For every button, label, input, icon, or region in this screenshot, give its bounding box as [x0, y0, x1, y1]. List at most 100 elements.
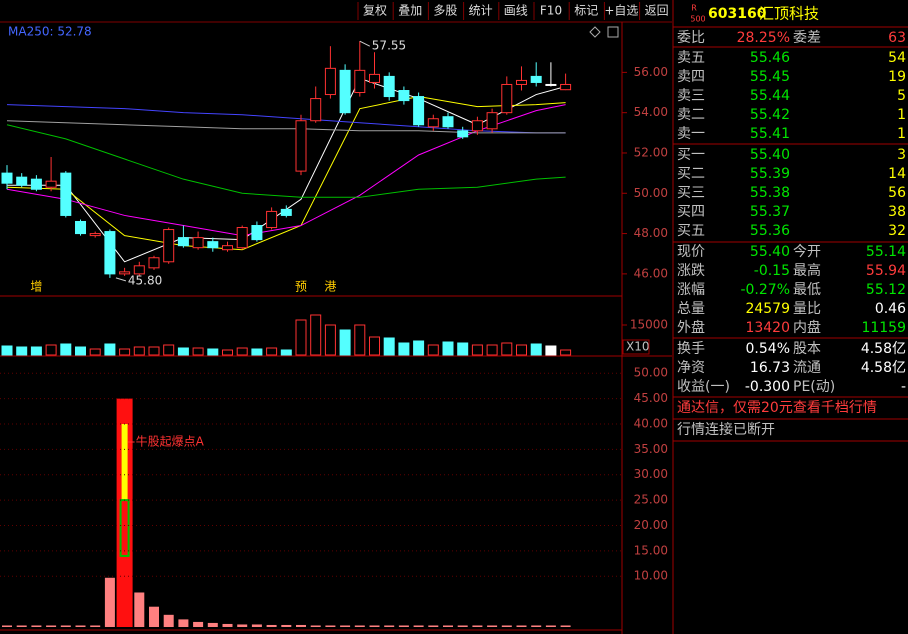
candle-body: [133, 265, 145, 275]
volume-bar: [133, 346, 145, 356]
indicator-bar: [281, 624, 292, 627]
label: 买一: [677, 147, 705, 163]
volume-bar: [354, 324, 366, 356]
icon[interactable]: [607, 26, 619, 38]
value: 55.39: [750, 166, 790, 182]
volume-bar: [163, 344, 175, 356]
indicator-bar: [16, 625, 27, 627]
indicator-bar: [354, 625, 365, 627]
indicator-bar: [2, 625, 12, 627]
high-label: 57.55: [372, 39, 406, 53]
volume-bar: [148, 346, 160, 356]
candle-body: [45, 180, 57, 188]
ma-label: MA250: 52.78: [8, 25, 92, 39]
volume: 32: [888, 223, 906, 239]
y-tick-label: 54.00: [634, 105, 668, 119]
candle-body: [251, 225, 263, 241]
value: 4.58亿: [861, 360, 906, 376]
indicator-bar: [296, 624, 306, 627]
candle-body: [30, 178, 42, 190]
value: -0.27%: [740, 282, 790, 298]
icon[interactable]: [589, 26, 601, 38]
label: 最高: [793, 262, 821, 279]
indicator-bar: [443, 625, 453, 627]
candle-body: [530, 75, 542, 83]
candle-body: [427, 118, 439, 128]
indicator-bar: [163, 614, 174, 627]
indicator-bar: [310, 625, 321, 627]
label: 流通: [793, 360, 821, 376]
volume-bar: [16, 346, 28, 356]
candle-body: [104, 231, 116, 275]
volume-bar: [60, 343, 72, 356]
y-tick-label: 45.00: [634, 391, 668, 405]
indicator-bar: [545, 625, 556, 627]
volume-bar: [427, 344, 439, 356]
candle-body: [339, 69, 351, 114]
candle-body: [222, 245, 233, 251]
value: 55.41: [750, 126, 790, 142]
candle-body: [266, 210, 278, 229]
label: 量比: [793, 301, 821, 317]
badge: 500: [690, 15, 705, 24]
toolbar-button[interactable]: 复权: [363, 4, 387, 18]
toolbar-button[interactable]: 返回: [645, 4, 669, 18]
value: 0.54%: [746, 341, 790, 357]
y-tick-label: 52.00: [634, 145, 668, 159]
value: -0.300: [745, 379, 790, 395]
toolbar-button[interactable]: 叠加: [398, 4, 422, 18]
label: 换手: [677, 340, 705, 357]
volume-bar: [339, 329, 351, 356]
volume-bar: [236, 347, 248, 356]
label: 外盘: [677, 319, 705, 336]
indicator-bar: [428, 625, 439, 627]
y-tick-label: 10.00: [634, 569, 668, 583]
volume-bar: [119, 348, 131, 356]
label: 收益(一): [677, 379, 730, 395]
value: 16.73: [750, 360, 790, 376]
message[interactable]: 通达信，仅需20元查看千档行情: [677, 400, 877, 416]
toolbar-button[interactable]: +自选: [604, 4, 638, 18]
volume-bar: [486, 344, 498, 356]
indicator-bar: [472, 625, 483, 627]
value: 55.38: [750, 185, 790, 201]
volume-bar: [413, 340, 425, 356]
y-tick-label: 50.00: [634, 366, 668, 380]
volume-bar: [45, 344, 57, 356]
signal-box: [119, 499, 130, 557]
toolbar-button[interactable]: 多股: [433, 4, 457, 18]
label: PE(动): [793, 379, 835, 395]
y-tick-label: 15000: [630, 318, 668, 332]
toolbar-button[interactable]: 标记: [574, 4, 598, 18]
value: -0.15: [754, 263, 790, 279]
value: 55.45: [750, 69, 790, 85]
label: 卖五: [677, 50, 705, 66]
toolbar-button[interactable]: 画线: [504, 4, 528, 18]
volume-bar: [104, 343, 116, 356]
volume-bar: [442, 341, 454, 356]
indicator-bar: [237, 624, 248, 627]
y-tick-label: 35.00: [634, 442, 668, 456]
value: 55.36: [750, 223, 790, 239]
y-tick-label: 20.00: [634, 518, 668, 532]
indicator-bar: [31, 625, 42, 627]
indicator-bar: [90, 625, 101, 627]
volume: 1: [897, 107, 906, 123]
toolbar-button[interactable]: 统计: [469, 4, 493, 18]
candle-body: [1, 172, 13, 184]
candle-body: [295, 120, 307, 172]
toolbar-button[interactable]: F10: [540, 4, 562, 18]
candle-body: [192, 237, 204, 249]
y-tick-label: 48.00: [634, 226, 668, 240]
label: 委差: [793, 30, 821, 46]
candle-body: [236, 227, 248, 249]
volume-bar: [280, 349, 292, 356]
value: 55.42: [750, 107, 790, 123]
label: 买四: [677, 204, 705, 220]
candle-body: [148, 257, 160, 269]
value: 55.37: [750, 204, 790, 220]
volume-bar: [266, 347, 278, 356]
indicator-bar: [487, 625, 498, 627]
value: 11159: [861, 320, 906, 336]
